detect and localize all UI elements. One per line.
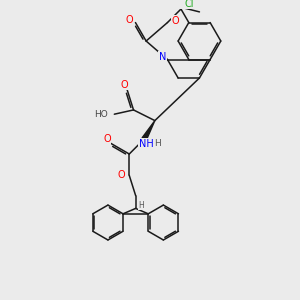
Text: Cl: Cl [184,0,194,9]
Text: O: O [118,170,125,180]
Text: H: H [154,140,161,148]
Text: O: O [126,15,134,25]
Text: N: N [159,52,166,61]
Text: O: O [171,16,179,26]
Text: H: H [139,201,144,210]
Text: HO: HO [94,110,107,119]
Text: NH: NH [139,139,154,149]
Text: O: O [120,80,128,90]
Text: O: O [103,134,111,145]
Polygon shape [142,121,155,140]
